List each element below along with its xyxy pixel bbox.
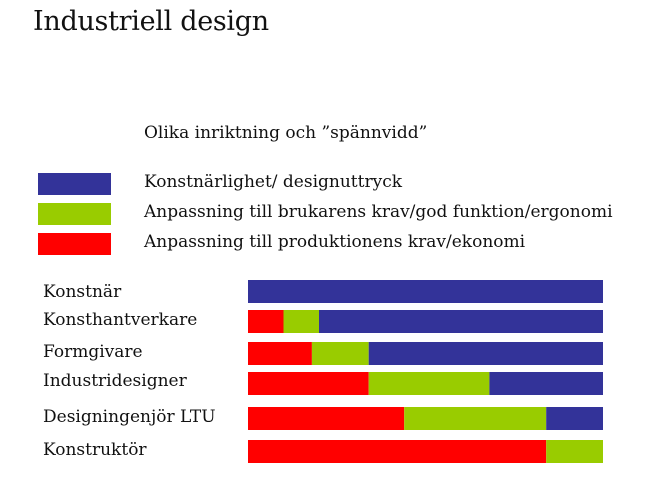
bar-segment-konstruktor [546, 440, 603, 463]
legend-label: Anpassning till produktionens krav/ekono… [144, 232, 526, 252]
bar-segment-designingenjor-ltu [404, 407, 547, 430]
category-label-formgivare: Formgivare [43, 342, 143, 362]
bar-segment-konsthantverkare [319, 310, 603, 333]
legend-item-produktionens-krav: Anpassning till produktionens krav/ekono… [38, 231, 638, 255]
bar-segment-konsthantverkare [248, 310, 284, 333]
legend-item-brukarens-krav: Anpassning till brukarens krav/god funkt… [38, 201, 638, 225]
chart-title: Olika inriktning och ”spännvidd” [144, 123, 428, 143]
category-label-konsthantverkare: Konsthantverkare [43, 310, 198, 330]
legend-label: Konstnärlighet/ designuttryck [144, 172, 403, 192]
bar-segment-designingenjor-ltu [546, 407, 603, 430]
bar-segment-formgivare [248, 342, 312, 365]
legend-swatch-blue [38, 173, 111, 195]
bar-segment-industridesigner [248, 372, 369, 395]
legend-swatch-green [38, 203, 111, 225]
bar-segment-industridesigner [489, 372, 603, 395]
bar-segment-designingenjor-ltu [248, 407, 405, 430]
bar-segment-industridesigner [368, 372, 490, 395]
page-title: Industriell design [33, 6, 269, 37]
bar-segment-konstnar [248, 280, 603, 303]
bar-segment-konstruktor [248, 440, 547, 463]
category-label-designingenjor: Designingenjör LTU [43, 407, 216, 427]
legend-swatch-red [38, 233, 111, 255]
category-label-konstnar: Konstnär [43, 282, 122, 302]
bar-segment-konsthantverkare [283, 310, 319, 333]
bar-segment-formgivare [368, 342, 603, 365]
legend-item-konstnarlighet: Konstnärlighet/ designuttryck [38, 171, 638, 195]
category-label-konstruktor: Konstruktör [43, 440, 147, 460]
legend-label: Anpassning till brukarens krav/god funkt… [144, 202, 613, 222]
category-label-industridesigner: Industridesigner [43, 371, 187, 391]
bar-segment-formgivare [311, 342, 369, 365]
